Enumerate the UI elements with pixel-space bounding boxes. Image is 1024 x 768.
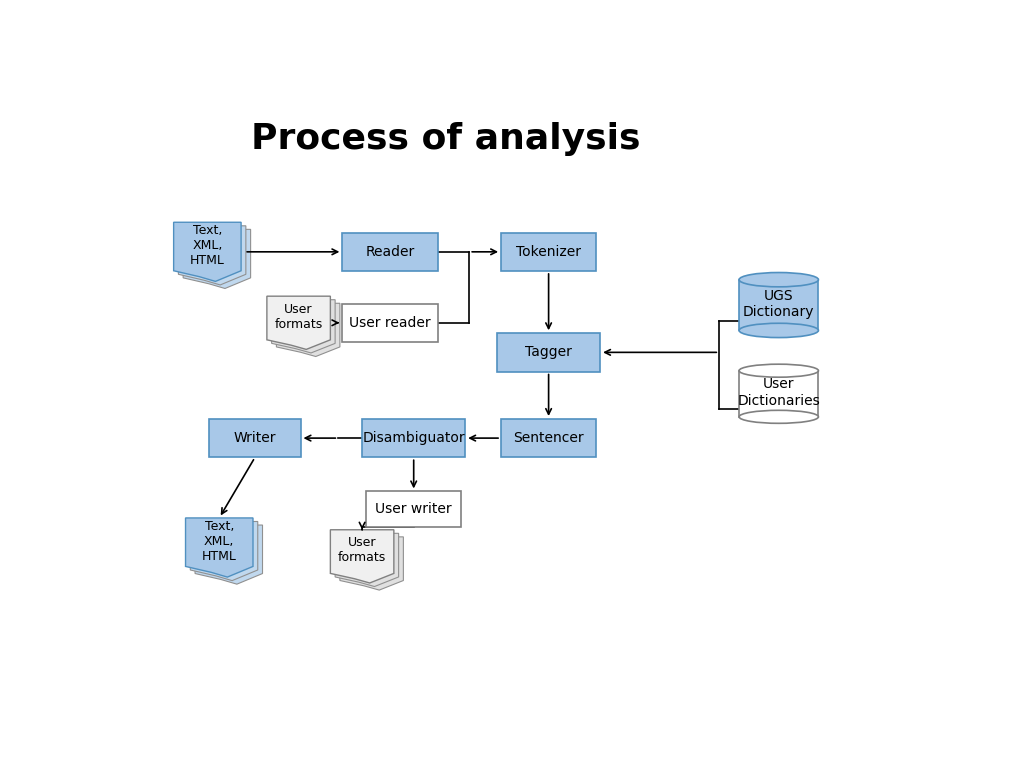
Text: Process of analysis: Process of analysis <box>251 122 640 157</box>
Polygon shape <box>174 222 241 281</box>
FancyBboxPatch shape <box>501 419 596 457</box>
Text: User
formats: User formats <box>338 537 386 564</box>
FancyBboxPatch shape <box>342 303 437 342</box>
Polygon shape <box>195 525 262 584</box>
Polygon shape <box>267 296 331 349</box>
Polygon shape <box>276 303 340 356</box>
Text: UGS
Dictionary: UGS Dictionary <box>743 289 814 319</box>
Text: Disambiguator: Disambiguator <box>362 431 465 445</box>
Text: User
formats: User formats <box>274 303 323 331</box>
Ellipse shape <box>739 410 818 423</box>
FancyBboxPatch shape <box>497 333 600 372</box>
Polygon shape <box>178 226 246 285</box>
Bar <box>739 371 818 417</box>
Polygon shape <box>335 533 398 587</box>
Polygon shape <box>185 518 253 577</box>
Text: Writer: Writer <box>233 431 276 445</box>
Text: Text,
XML,
HTML: Text, XML, HTML <box>189 224 225 267</box>
Text: Tagger: Tagger <box>525 346 572 359</box>
FancyBboxPatch shape <box>362 419 465 457</box>
FancyBboxPatch shape <box>209 419 301 457</box>
Text: Text,
XML,
HTML: Text, XML, HTML <box>202 520 237 563</box>
Text: User reader: User reader <box>349 316 431 329</box>
Polygon shape <box>331 530 394 583</box>
Polygon shape <box>183 230 251 289</box>
Ellipse shape <box>739 364 818 377</box>
FancyBboxPatch shape <box>501 233 596 271</box>
Text: Reader: Reader <box>366 245 415 259</box>
Text: Sentencer: Sentencer <box>513 431 584 445</box>
FancyBboxPatch shape <box>367 492 461 527</box>
Text: User writer: User writer <box>376 502 452 516</box>
FancyBboxPatch shape <box>342 233 437 271</box>
Ellipse shape <box>739 273 818 286</box>
Polygon shape <box>340 537 403 590</box>
Text: Tokenizer: Tokenizer <box>516 245 581 259</box>
Bar <box>739 280 818 330</box>
Polygon shape <box>190 521 258 581</box>
Polygon shape <box>271 300 335 353</box>
Text: User
Dictionaries: User Dictionaries <box>737 377 820 408</box>
Ellipse shape <box>739 323 818 338</box>
